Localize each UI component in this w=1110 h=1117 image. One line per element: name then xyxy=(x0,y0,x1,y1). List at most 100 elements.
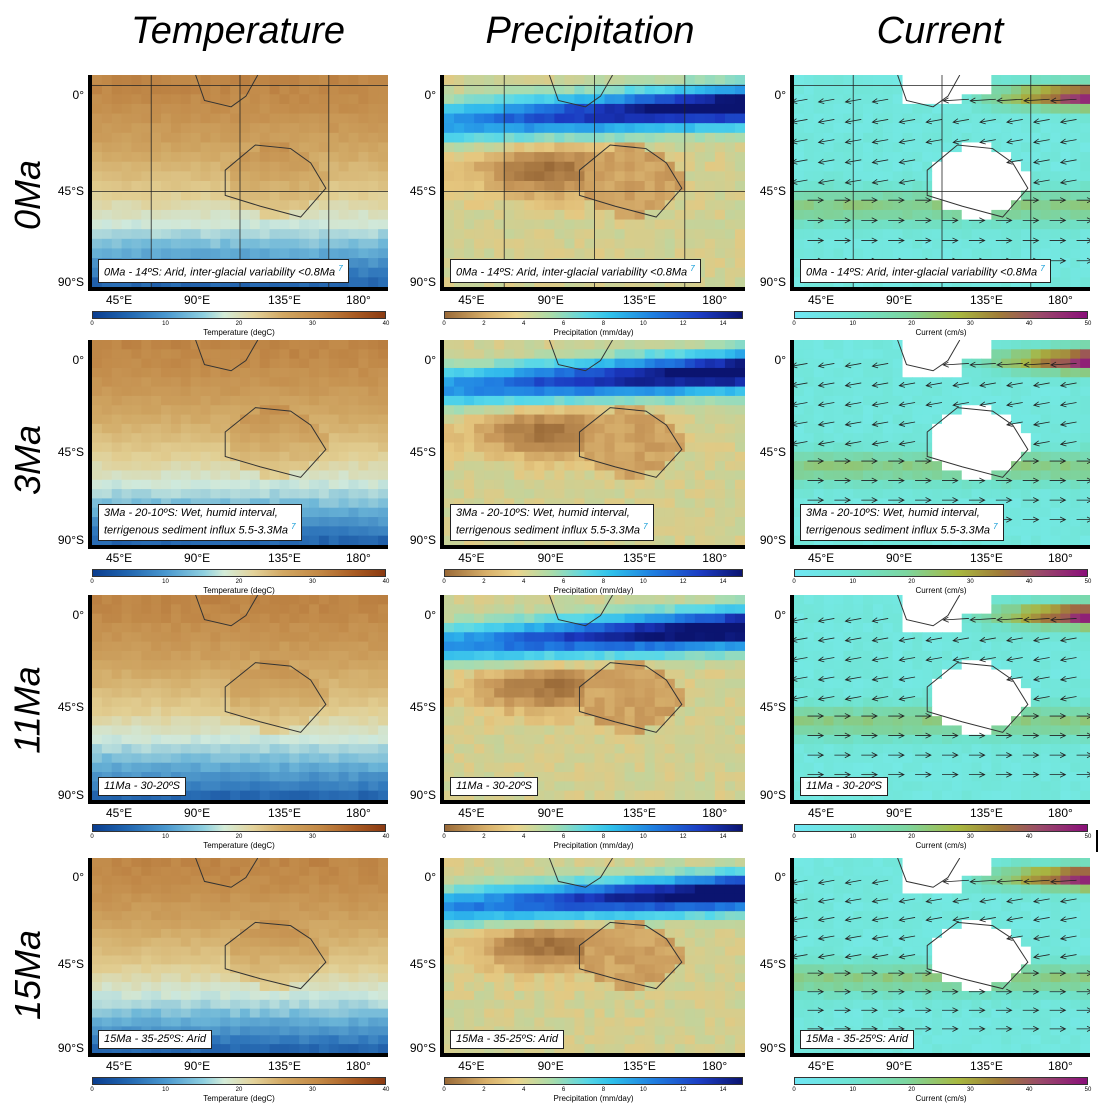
row-label-text: 15Ma xyxy=(7,929,48,1021)
current-vector xyxy=(898,401,916,408)
x-tick-label: 90°E xyxy=(537,293,564,307)
current-vector xyxy=(817,420,835,427)
current-vector xyxy=(1032,158,1050,165)
current-vector xyxy=(969,616,996,623)
row-label-text: 11Ma xyxy=(7,666,49,754)
colorbar-tick-label: 8 xyxy=(601,834,606,840)
coastline-asia xyxy=(195,75,259,108)
colorbar-ticks: 0 10 20 30 40 xyxy=(90,834,389,842)
current-vector xyxy=(942,732,959,739)
colorbar-tick-label: 12 xyxy=(679,1087,687,1093)
y-tick-label: 90°S xyxy=(57,787,84,802)
colorbar-title: Temperature (degC) xyxy=(203,841,275,850)
y-tick-label: 90°S xyxy=(409,532,436,547)
current-vector xyxy=(925,401,943,408)
temperature-colorbar xyxy=(92,569,386,577)
current-vector xyxy=(1032,675,1050,682)
current-vector xyxy=(968,497,986,504)
x-tick-label: 135°E xyxy=(970,1059,1003,1073)
colorbar-title: Current (cm/s) xyxy=(915,1094,967,1103)
y-tick-label: 90°S xyxy=(409,787,436,802)
current-vector xyxy=(1006,934,1023,941)
current-vector xyxy=(898,934,916,941)
x-tick-label: 90°E xyxy=(184,551,211,565)
current-vector xyxy=(1049,361,1077,368)
colorbar-title: Current (cm/s) xyxy=(915,328,967,337)
current-vector xyxy=(871,934,889,941)
colorbar-tick-label: 6 xyxy=(561,834,566,840)
current-vector xyxy=(844,362,862,369)
y-tick-label: 0° xyxy=(774,88,786,103)
colorbar-title: Precipitation (mm/day) xyxy=(553,328,634,337)
caption-11Ma: 11Ma - 30-20ºS xyxy=(800,777,888,796)
x-tick-label: 180° xyxy=(346,551,371,565)
current-vector xyxy=(925,381,943,388)
current-map-15Ma: 15Ma - 35-25ºS: Arid xyxy=(790,858,1090,1053)
x-tick-label: 180° xyxy=(702,1059,728,1073)
coastline-australia xyxy=(926,662,1029,733)
current-vector xyxy=(794,897,808,904)
current-vector xyxy=(1049,771,1067,778)
current-vector xyxy=(915,713,932,720)
current-vector xyxy=(794,916,808,923)
current-vector xyxy=(817,695,835,702)
current-vector xyxy=(861,988,878,995)
row-label-3ma: 3Ma xyxy=(7,340,48,580)
current-vector xyxy=(888,237,905,244)
current-vector xyxy=(1059,138,1077,145)
colorbar-tick-label: 10 xyxy=(162,834,169,840)
current-vector xyxy=(844,440,862,447)
current-vector xyxy=(995,988,1013,995)
current-vector xyxy=(844,118,862,125)
current-vector xyxy=(1032,118,1050,125)
current-vector xyxy=(1049,732,1067,739)
current-vector xyxy=(915,458,932,465)
current-vector xyxy=(1076,516,1090,523)
caption-3Ma: 3Ma - 20-10ºS: Wet, humid interval, terri… xyxy=(98,504,302,541)
colorbar-ticks: 0 10 20 30 40 50 xyxy=(792,321,1091,329)
y-tick-label: 45°S xyxy=(409,183,436,198)
temperature-map-11Ma: 11Ma - 30-20ºS xyxy=(88,595,388,800)
x-tick-label: 135°E xyxy=(970,551,1003,565)
caption-11Ma: 11Ma - 30-20ºS xyxy=(98,777,186,796)
x-axis-bar xyxy=(88,287,388,291)
temperature-colorbar xyxy=(92,1077,386,1085)
x-tick-label: 90°E xyxy=(886,551,913,565)
coastline-australia xyxy=(578,662,683,733)
current-vector xyxy=(807,732,825,739)
caption-text: terrigenous sediment influx 5.5-3.3Ma xyxy=(104,525,289,537)
precipitation-map-0Ma: 0Ma - 14ºS: Arid, inter-glacial variabil… xyxy=(440,75,745,287)
coastline-asia xyxy=(897,858,961,888)
current-vector xyxy=(817,440,835,447)
current-vector xyxy=(1059,158,1077,165)
current-vector xyxy=(844,98,862,105)
current-vector xyxy=(915,197,932,204)
current-vector xyxy=(1049,257,1067,264)
coastline-asia xyxy=(548,75,613,108)
current-vector xyxy=(1059,401,1077,408)
x-tick-label: 90°E xyxy=(537,1059,564,1073)
current-vector xyxy=(1006,656,1023,663)
current-vector xyxy=(817,178,835,185)
caption-text: 0Ma - 14ºS: Arid, inter-glacial variabil… xyxy=(104,267,336,279)
colorbar-tick-label: 0 xyxy=(442,321,446,327)
y-tick-label: 0° xyxy=(72,88,84,103)
precipitation-colorbar xyxy=(444,569,743,577)
x-tick-label: 90°E xyxy=(886,1059,913,1073)
colorbar-tick-label: 2 xyxy=(482,321,486,327)
current-vector xyxy=(1059,695,1077,702)
colorbar-tick-label: 30 xyxy=(967,834,974,840)
current-vector xyxy=(834,1007,852,1014)
caption-text: terrigenous sediment influx 5.5-3.3Ma xyxy=(806,525,991,537)
current-vector xyxy=(1076,477,1090,484)
current-vector xyxy=(925,636,943,643)
coastline-australia xyxy=(926,144,1029,218)
current-vector xyxy=(1049,237,1067,244)
current-vector xyxy=(1006,916,1023,923)
x-tick-label: 90°E xyxy=(184,806,211,820)
current-vector xyxy=(844,138,862,145)
colorbar-tick-label: 20 xyxy=(235,1087,243,1093)
caption-line: 11Ma - 30-20ºS xyxy=(456,780,532,792)
current-vector xyxy=(1022,1007,1040,1014)
current-vector xyxy=(794,420,808,427)
